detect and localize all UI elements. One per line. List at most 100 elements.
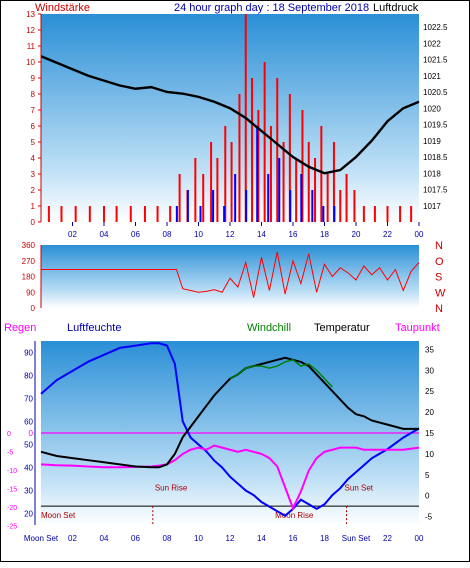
temperature-tick-label: 15: [425, 429, 434, 438]
x-tick-label: 04: [100, 230, 109, 239]
gust-bar: [175, 206, 178, 222]
gust-bar: [300, 174, 303, 222]
humidity-tick-label: 80: [24, 372, 33, 381]
y2-tick-label: 1022.5: [423, 23, 448, 32]
compass-label: S: [435, 272, 442, 284]
gust-bar: [223, 206, 226, 222]
wind-bar: [263, 62, 266, 222]
y-tick-label: 10: [26, 58, 35, 67]
x-tick-label: 02: [68, 534, 77, 543]
wind-bar: [332, 142, 335, 222]
y2-tick-label: 1018: [423, 169, 441, 178]
wind-bar: [410, 206, 413, 222]
temperature-tick-label: 30: [425, 366, 434, 375]
wind-bar: [386, 206, 389, 222]
y2-tick-label: 1021.5: [423, 56, 448, 65]
humidity-tick-label: 70: [24, 395, 33, 404]
y2-tick-label: 1020: [423, 104, 441, 113]
humidity-tick-label: 30: [24, 487, 33, 496]
temperatur-title: Temperatur: [314, 322, 370, 334]
gust-bar: [278, 158, 281, 222]
y-tick-label: 2: [31, 186, 36, 195]
gust-bar: [186, 190, 189, 222]
wind-bar: [339, 190, 342, 222]
x-tick-label: 08: [163, 534, 172, 543]
y-tick-label: 0: [31, 304, 36, 313]
wind-bar: [345, 174, 348, 222]
y-tick-label: 11: [27, 42, 36, 51]
humidity-tick-label: 40: [24, 464, 33, 473]
humidity-tick-label: 60: [24, 418, 33, 427]
x-tick-label: 00: [415, 534, 424, 543]
rain-tick-label: -10: [7, 468, 17, 475]
humidity-line: [40, 342, 420, 518]
luftfeuchte-title: Luftfeuchte: [67, 322, 121, 334]
temperature-tick-label: 10: [425, 450, 434, 459]
x-tick-label: 10: [194, 534, 203, 543]
x-tick-label: Sun Set: [342, 534, 371, 543]
rain-tick-label: -15: [7, 487, 17, 494]
plot-area: [41, 14, 419, 222]
plot-area: [41, 245, 419, 308]
wind-bar: [216, 158, 219, 222]
y-tick-label: 6: [31, 122, 36, 131]
rain-tick-label: -25: [7, 524, 17, 531]
y-tick-label: 3: [31, 170, 36, 179]
x-tick-label: 02: [68, 230, 77, 239]
y-tick-label: 12: [26, 26, 35, 35]
temperature-tick-label: -5: [425, 513, 433, 522]
wind-direction-line: [41, 251, 420, 298]
wind-bar: [194, 158, 197, 222]
compass-label: N: [435, 240, 443, 252]
wind-bar: [103, 206, 105, 222]
y-tick-label: 13: [26, 10, 35, 19]
wind-bar: [74, 206, 77, 222]
rain-tick-label: -5: [7, 450, 13, 457]
wind-bar: [257, 110, 260, 222]
windchill-title: Windchill: [247, 322, 291, 334]
compass-label: O: [435, 256, 444, 268]
wind-bar: [399, 206, 402, 222]
y-tick-label: 0: [31, 218, 36, 227]
temperature-tick-label: 0: [425, 492, 430, 501]
y2-tick-label: 1021: [423, 72, 441, 81]
x-tick-label: 20: [352, 230, 361, 239]
y2-tick-label: 1017.5: [423, 186, 448, 195]
x-tick-label: 16: [289, 534, 298, 543]
y2-tick-label: 1022: [423, 39, 441, 48]
wind-bar: [178, 174, 181, 222]
y-tick-label: 1: [31, 202, 36, 211]
humidity-temperature-panel: 20 30 40 50 60 70 80 90 -5 0 5 10 15 20 25 30 35 0 -5 -10 -1…: [7, 341, 434, 543]
rain-zero-label: 0: [29, 429, 34, 438]
compass-label: N: [435, 303, 443, 315]
wind-bar: [202, 174, 205, 222]
regen-title: Regen: [4, 322, 36, 334]
gust-bar: [256, 126, 259, 222]
windstaerke-title: Windstärke: [35, 2, 90, 14]
wind-bar: [307, 142, 310, 222]
y2-tick-label: 1019.5: [423, 121, 448, 130]
wind-bar: [156, 206, 159, 222]
wind-bar: [288, 94, 291, 222]
sunset-label: Sun Set: [345, 483, 374, 492]
y-tick-label: 90: [26, 288, 35, 297]
gust-bar: [333, 206, 336, 222]
y-tick-label: 360: [22, 241, 36, 250]
wind-bar: [295, 158, 298, 222]
wind-bar: [269, 126, 272, 222]
wind-bar: [314, 158, 317, 222]
gust-bar: [322, 206, 325, 222]
x-tick-label: 14: [257, 230, 266, 239]
moonset-label: Moon Set: [41, 511, 76, 520]
y-tick-label: 270: [22, 257, 36, 266]
wind-bar: [353, 190, 356, 222]
wind-bar: [230, 142, 233, 222]
wind-bar: [224, 126, 227, 222]
pressure-line: [40, 55, 420, 175]
x-tick-label: 06: [131, 230, 140, 239]
moonrise-label: Moon Rise: [275, 511, 314, 520]
wind-bar: [373, 206, 376, 222]
compass-label: W: [435, 287, 446, 299]
y-tick-label: 4: [31, 154, 36, 163]
